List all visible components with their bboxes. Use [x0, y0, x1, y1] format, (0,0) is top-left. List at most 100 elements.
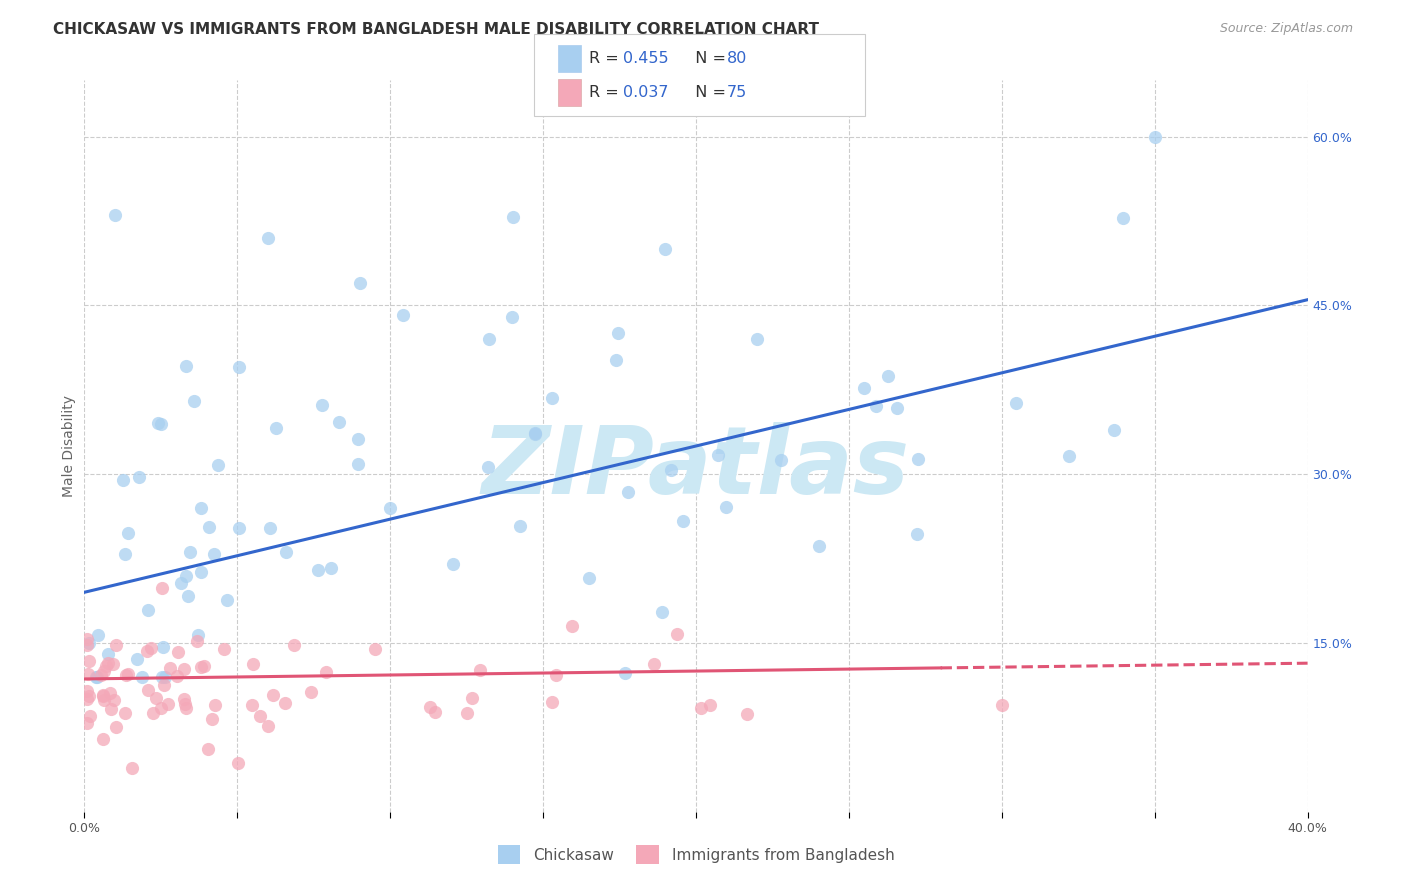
Point	[654, 242, 676, 256]
Point	[299, 684, 322, 698]
Point	[456, 706, 478, 720]
Point	[76, 692, 98, 706]
Point	[76, 684, 98, 698]
Point	[97, 656, 120, 670]
Point	[1004, 396, 1026, 410]
Point	[228, 360, 250, 375]
Point	[111, 473, 134, 487]
Point	[136, 682, 159, 697]
Point	[991, 698, 1014, 712]
Point	[93, 689, 115, 703]
Point	[84, 670, 107, 684]
Point	[117, 526, 139, 541]
Point	[523, 427, 546, 442]
Point	[1143, 129, 1166, 144]
Point	[690, 701, 713, 715]
Point	[157, 697, 180, 711]
Point	[193, 658, 215, 673]
Point	[170, 576, 193, 591]
Point	[391, 308, 413, 322]
Point	[121, 761, 143, 775]
Point	[204, 547, 226, 561]
Point	[1111, 211, 1133, 225]
Point	[93, 664, 115, 678]
Point	[97, 647, 120, 661]
Text: N =: N =	[685, 52, 731, 66]
Point	[117, 667, 139, 681]
Point	[315, 665, 337, 680]
Point	[349, 276, 371, 290]
Point	[217, 593, 239, 607]
Point	[76, 639, 98, 653]
Point	[201, 712, 224, 726]
Point	[131, 670, 153, 684]
Point	[617, 485, 640, 500]
Point	[187, 627, 209, 641]
Point	[578, 571, 600, 585]
Point	[242, 698, 264, 712]
Text: Source: ZipAtlas.com: Source: ZipAtlas.com	[1219, 22, 1353, 36]
Point	[307, 563, 329, 577]
Point	[114, 547, 136, 561]
Point	[242, 657, 264, 671]
Point	[249, 709, 271, 723]
Point	[477, 459, 499, 474]
Point	[159, 661, 181, 675]
Point	[606, 326, 628, 341]
Point	[103, 693, 125, 707]
Point	[150, 670, 173, 684]
Point	[77, 667, 100, 681]
Point	[173, 662, 195, 676]
Point	[319, 560, 342, 574]
Point	[142, 706, 165, 721]
Y-axis label: Male Disability: Male Disability	[62, 395, 76, 497]
Point	[461, 691, 484, 706]
Point	[228, 521, 250, 535]
Point	[79, 709, 101, 723]
Point	[769, 453, 792, 467]
Point	[380, 500, 402, 515]
Point	[561, 619, 583, 633]
Point	[716, 500, 738, 515]
Point	[852, 381, 875, 395]
Text: ZIPatlas: ZIPatlas	[482, 422, 910, 514]
Point	[190, 660, 212, 674]
Point	[364, 642, 387, 657]
Text: R =: R =	[589, 52, 624, 66]
Point	[76, 715, 98, 730]
Point	[207, 458, 229, 473]
Point	[136, 603, 159, 617]
Text: R =: R =	[589, 85, 624, 100]
Point	[91, 688, 114, 702]
Point	[651, 605, 673, 619]
Point	[114, 706, 136, 720]
Point	[540, 695, 562, 709]
Point	[257, 231, 280, 245]
Point	[98, 686, 121, 700]
Point	[509, 519, 531, 533]
Point	[259, 521, 281, 535]
Point	[283, 638, 305, 652]
Point	[179, 545, 201, 559]
Text: 75: 75	[727, 85, 747, 100]
Point	[502, 210, 524, 224]
Point	[747, 332, 769, 346]
Point	[86, 670, 108, 684]
Point	[907, 451, 929, 466]
Text: 80: 80	[727, 52, 747, 66]
Point	[311, 398, 333, 412]
Point	[86, 628, 108, 642]
Legend: Chickasaw, Immigrants from Bangladesh: Chickasaw, Immigrants from Bangladesh	[492, 839, 900, 870]
Point	[125, 652, 148, 666]
Point	[346, 457, 368, 471]
Point	[198, 520, 221, 534]
Point	[226, 756, 249, 771]
Text: N =: N =	[685, 85, 731, 100]
Point	[96, 659, 118, 673]
Text: CHICKASAW VS IMMIGRANTS FROM BANGLADESH MALE DISABILITY CORRELATION CHART: CHICKASAW VS IMMIGRANTS FROM BANGLADESH …	[53, 22, 820, 37]
Point	[541, 391, 564, 405]
Point	[77, 689, 100, 703]
Point	[419, 700, 441, 714]
Point	[643, 657, 665, 671]
Point	[90, 667, 112, 681]
